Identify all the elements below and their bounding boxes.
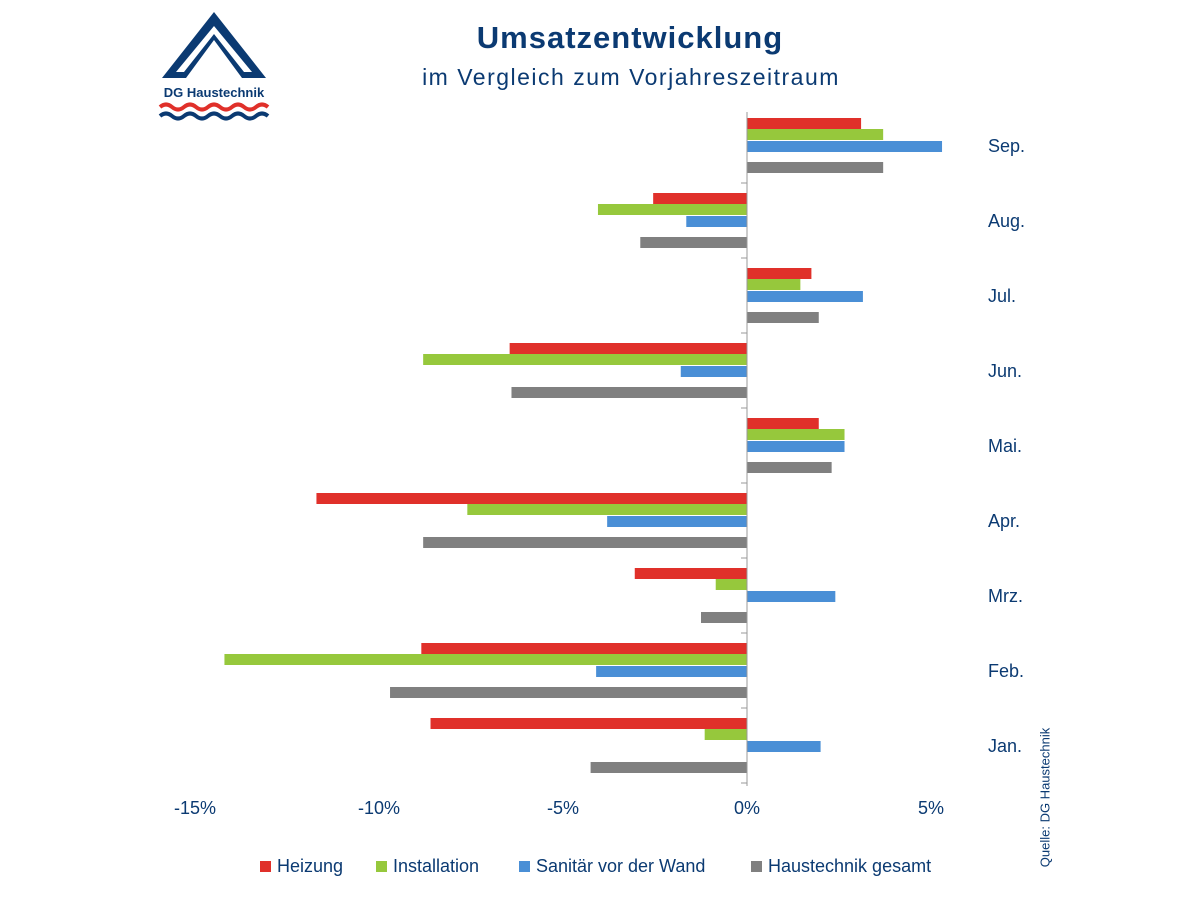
x-tick-label: 0% <box>734 798 760 818</box>
bar-apr-2 <box>607 516 747 527</box>
bar-aug-2 <box>686 216 747 227</box>
bar-jul-2 <box>747 291 863 302</box>
legend-swatch <box>519 861 530 872</box>
bar-mrz-1 <box>715 579 747 590</box>
bar-jan-3 <box>590 762 747 773</box>
bar-jun-1 <box>423 354 747 365</box>
category-label: Jul. <box>988 286 1016 306</box>
svg-text:DG Haustechnik: DG Haustechnik <box>164 85 265 100</box>
bar-apr-3 <box>423 537 747 548</box>
bar-apr-0 <box>316 493 747 504</box>
bar-mai-2 <box>747 441 845 452</box>
legend-label: Haustechnik gesamt <box>768 856 932 876</box>
bar-aug-1 <box>597 204 747 215</box>
legend-label: Heizung <box>277 856 344 876</box>
bar-feb-1 <box>224 654 747 665</box>
legend-item: Sanitär vor der Wand <box>519 856 705 877</box>
logo: DG Haustechnik <box>158 10 270 128</box>
category-label: Apr. <box>988 511 1020 531</box>
bar-jan-0 <box>430 718 747 729</box>
bar-jan-1 <box>704 729 747 740</box>
category-label: Jun. <box>988 361 1022 381</box>
bar-sep-3 <box>747 162 884 173</box>
legend-item: Haustechnik gesamt <box>751 856 931 877</box>
bar-feb-2 <box>596 666 747 677</box>
legend-swatch <box>376 861 387 872</box>
x-tick-label: -15% <box>174 798 216 818</box>
bar-mrz-2 <box>747 591 836 602</box>
category-label: Feb. <box>988 661 1024 681</box>
bar-feb-3 <box>390 687 747 698</box>
category-label: Aug. <box>988 211 1025 231</box>
legend-item: Installation <box>376 856 479 877</box>
x-tick-label: -10% <box>358 798 400 818</box>
bar-jan-2 <box>747 741 821 752</box>
bar-mai-1 <box>747 429 845 440</box>
legend-swatch <box>260 861 271 872</box>
bar-feb-0 <box>421 643 747 654</box>
bar-sep-1 <box>747 129 884 140</box>
bar-jun-0 <box>509 343 747 354</box>
legend-swatch <box>751 861 762 872</box>
bar-jul-1 <box>747 279 801 290</box>
bar-mrz-0 <box>634 568 747 579</box>
category-label: Sep. <box>988 136 1025 156</box>
bar-aug-0 <box>653 193 747 204</box>
bar-jul-0 <box>747 268 812 279</box>
legend-label: Installation <box>393 856 480 876</box>
chart-subtitle: im Vergleich zum Vorjahreszeitraum <box>422 64 840 90</box>
bar-jun-3 <box>511 387 747 398</box>
legend-item: Heizung <box>260 856 343 877</box>
bar-mrz-3 <box>701 612 747 623</box>
chart-title: Umsatzentwicklung <box>476 20 784 55</box>
category-label: Mai. <box>988 436 1022 456</box>
bar-sep-0 <box>747 118 862 129</box>
bar-jun-2 <box>680 366 747 377</box>
category-label: Mrz. <box>988 586 1023 606</box>
bar-jul-3 <box>747 312 819 323</box>
bar-mai-3 <box>747 462 832 473</box>
x-tick-label: 5% <box>918 798 944 818</box>
bar-apr-1 <box>467 504 747 515</box>
source-note: Quelle: DG Haustechnik <box>1037 727 1053 868</box>
bar-sep-2 <box>747 141 943 152</box>
bar-mai-0 <box>747 418 819 429</box>
x-tick-label: -5% <box>547 798 579 818</box>
legend-label: Sanitär vor der Wand <box>536 856 706 876</box>
category-label: Jan. <box>988 736 1022 756</box>
bar-aug-3 <box>640 237 747 248</box>
